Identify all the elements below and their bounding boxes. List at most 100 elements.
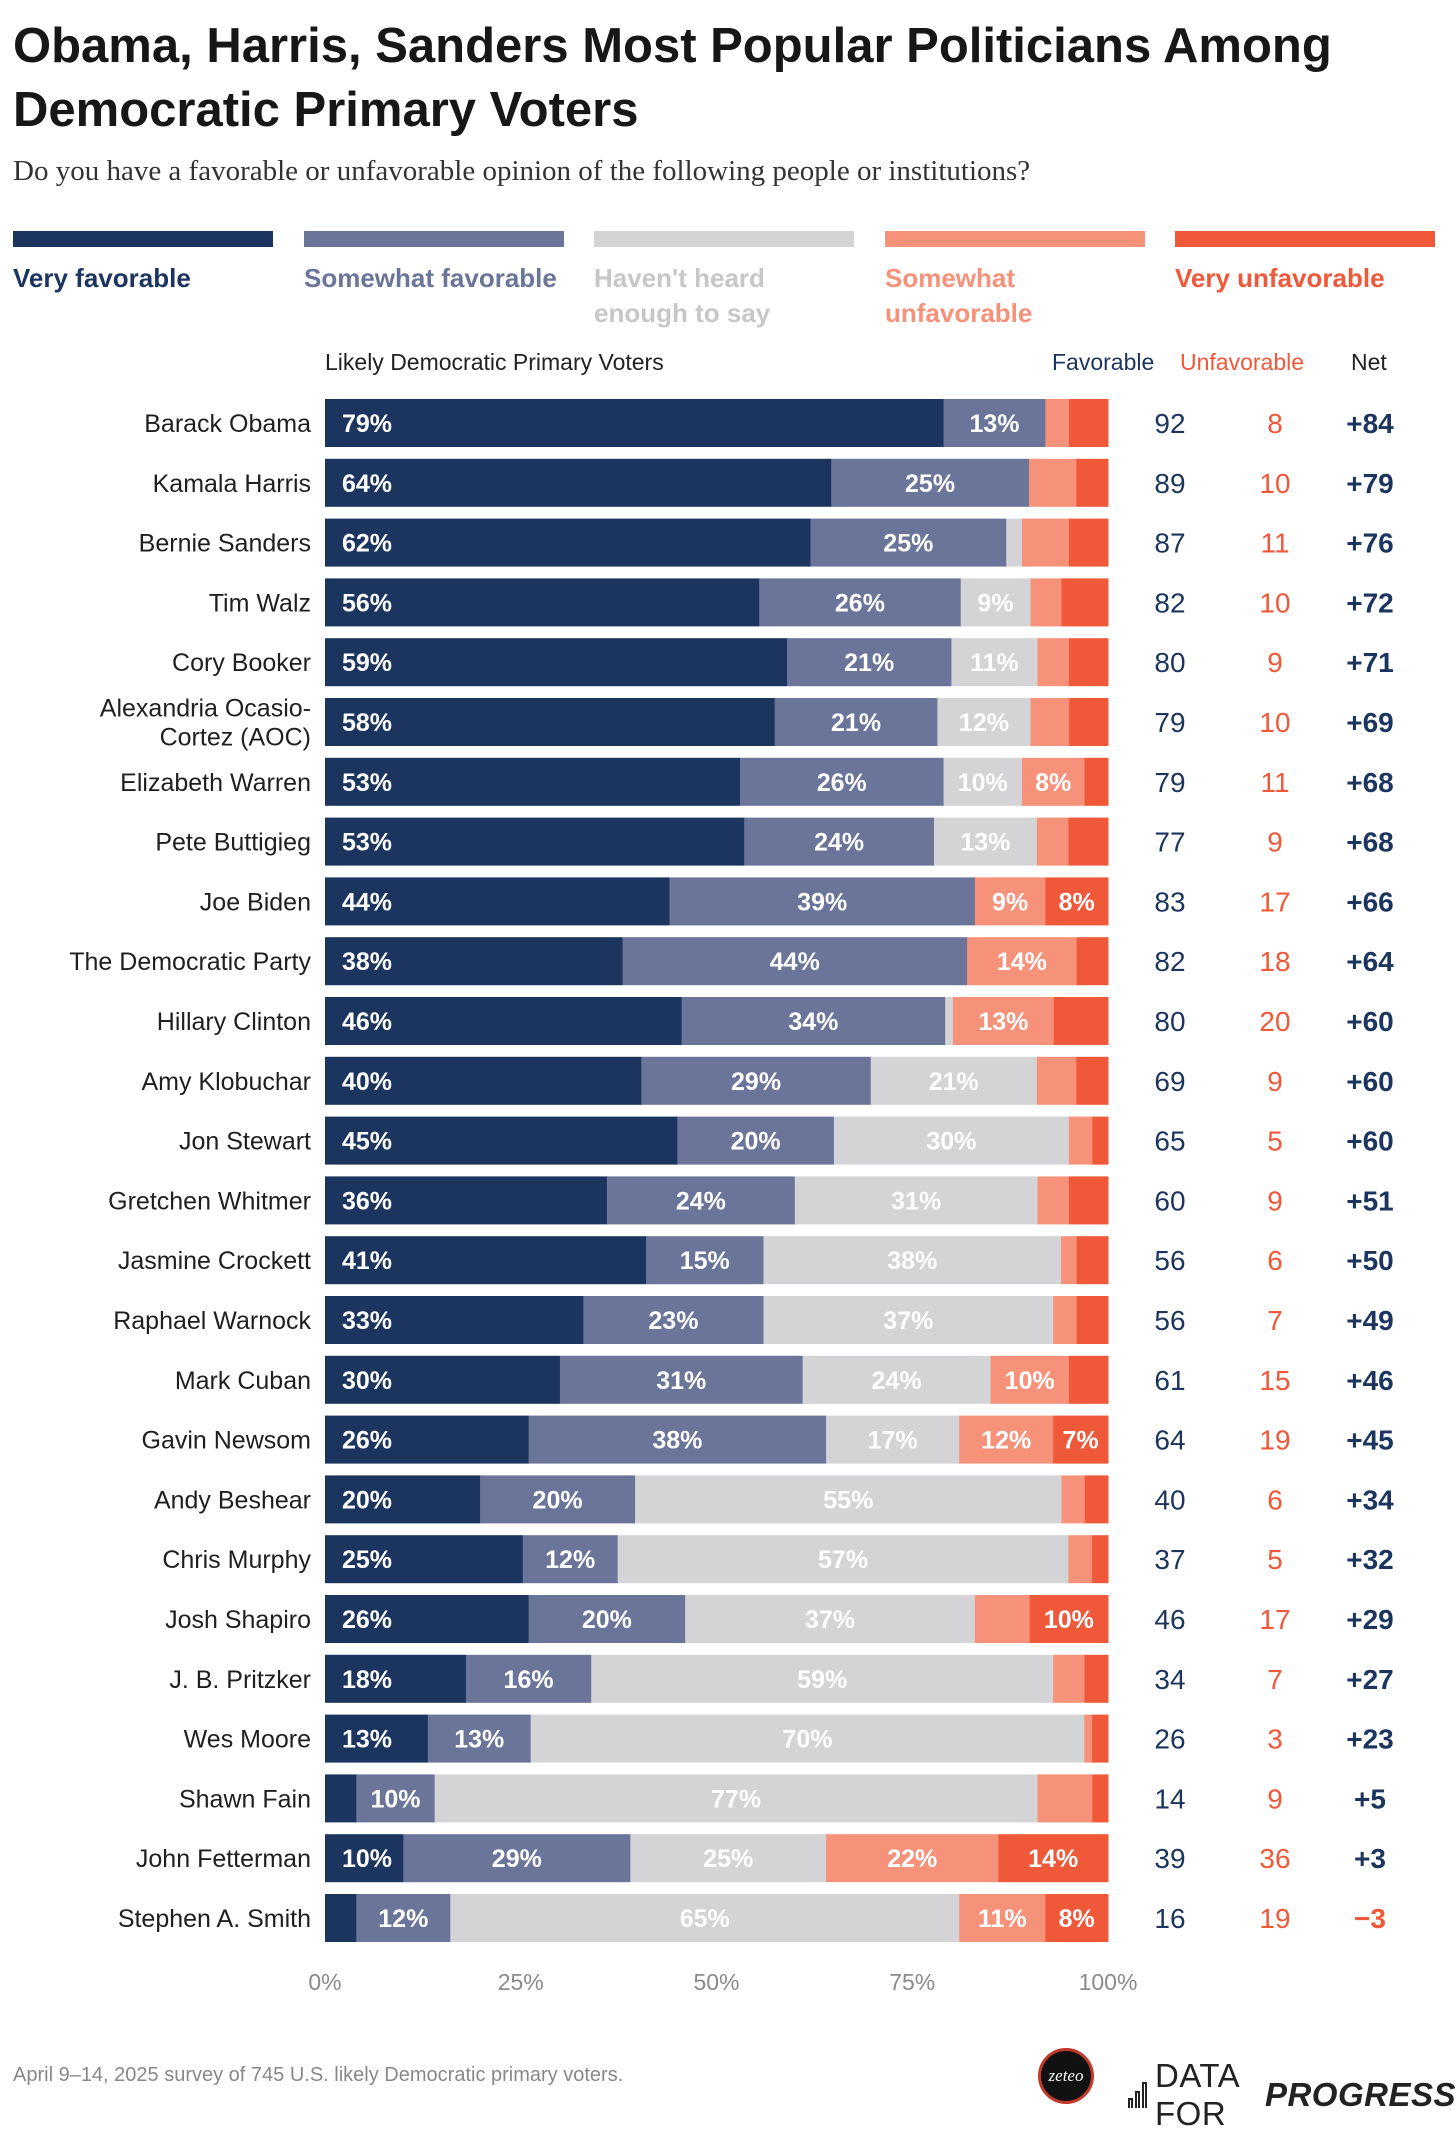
- data-label: 33%: [342, 1307, 392, 1335]
- bar-segment: [831, 458, 1030, 507]
- bar-segment: [959, 1894, 1046, 1942]
- bar-segment: [325, 458, 832, 507]
- data-label: 38%: [652, 1427, 702, 1455]
- bar-segment: [1053, 1654, 1086, 1703]
- bar-segment: [1068, 1355, 1109, 1404]
- bar-segment: [1069, 698, 1109, 746]
- unfavorable-value: 19: [1259, 1425, 1290, 1456]
- data-label: 13%: [960, 829, 1010, 857]
- bar-segment: [1037, 1774, 1093, 1823]
- favorable-value: 83: [1154, 886, 1185, 917]
- legend-label: Very favorable: [13, 263, 191, 293]
- bar-segment: [641, 1056, 872, 1105]
- row-label: Cortez (AOC): [160, 724, 311, 752]
- bar-segment: [325, 518, 811, 567]
- unfavorable-value: 7: [1267, 1664, 1283, 1695]
- bar-segment: [583, 1296, 764, 1344]
- x-tick-label: 50%: [693, 1969, 739, 1995]
- bar-segment: [325, 1236, 647, 1285]
- bar-segment: [677, 1116, 835, 1165]
- bar-segment: [802, 1355, 992, 1404]
- unfavorable-value: 17: [1259, 1604, 1290, 1635]
- data-label: 30%: [342, 1367, 392, 1395]
- bar-segment: [1084, 1714, 1093, 1763]
- unfavorable-value: 10: [1259, 468, 1290, 499]
- data-label: 37%: [805, 1606, 855, 1634]
- data-label: 59%: [797, 1666, 847, 1694]
- data-label: 39%: [797, 888, 847, 916]
- unfavorable-value: 10: [1259, 587, 1290, 618]
- data-label: 12%: [959, 709, 1009, 737]
- data-label: 56%: [342, 589, 392, 617]
- bar-segment: [951, 638, 1039, 687]
- favorable-value: 80: [1154, 1006, 1185, 1037]
- bar-segment: [427, 1714, 532, 1763]
- bar-segment: [1092, 1116, 1109, 1165]
- data-label: 70%: [782, 1726, 832, 1754]
- legend: Very favorable Somewhat favorable Haven'…: [13, 231, 1445, 328]
- data-label: 31%: [656, 1367, 706, 1395]
- dfp-logo-text: DATA FOR: [1155, 2057, 1239, 2132]
- bar-segment: [325, 1834, 404, 1883]
- bar-segment: [1061, 578, 1109, 627]
- net-value: +60: [1346, 1006, 1394, 1037]
- data-label: 38%: [887, 1247, 937, 1275]
- bar-row: 53% 24% 13% Pete Buttigieg 77 9 +68: [155, 817, 1394, 866]
- data-label: 16%: [504, 1666, 554, 1694]
- bar-segment: [1084, 1654, 1109, 1703]
- bar-segment: [325, 1296, 584, 1344]
- bar-chart-icon: [1128, 2082, 1147, 2108]
- footer-note: April 9–14, 2025 survey of 745 U.S. like…: [13, 2064, 624, 2086]
- bar-segment: [325, 399, 945, 447]
- row-label: Wes Moore: [184, 1726, 311, 1754]
- data-label: 10%: [958, 769, 1008, 797]
- bar-segment: [774, 698, 938, 746]
- bar-segment: [960, 578, 1031, 627]
- bar-segment: [1068, 638, 1109, 687]
- bar-segment: [763, 1236, 1062, 1285]
- bar-segment: [617, 1535, 1069, 1584]
- zeteo-logo-text: zeteo: [1048, 2066, 1084, 2085]
- legend-swatch: [1175, 231, 1435, 247]
- data-label: 26%: [342, 1427, 392, 1455]
- net-value: +71: [1346, 647, 1394, 678]
- row-label: J. B. Pritzker: [169, 1666, 311, 1694]
- row-label: John Fetterman: [136, 1845, 311, 1873]
- bar-segment: [465, 1654, 592, 1703]
- bar-segment: [630, 1834, 827, 1883]
- bar-segment: [356, 1894, 451, 1942]
- bar-row: 26% 20% 37% 10% Josh Shapiro 46 17 +29: [165, 1595, 1394, 1643]
- bar-segment: [325, 997, 683, 1045]
- row-label: Joe Biden: [200, 888, 311, 916]
- favorable-value: 40: [1154, 1484, 1185, 1515]
- bar-segment: [325, 1774, 357, 1823]
- bar-segment: [744, 817, 935, 866]
- unfavorable-column-header: Unfavorable: [1180, 349, 1305, 375]
- bar-row: 64% 25% Kamala Harris 89 10 +79: [153, 458, 1394, 507]
- net-value: +34: [1346, 1484, 1394, 1515]
- data-label: 30%: [926, 1128, 976, 1156]
- data-label: 15%: [680, 1247, 730, 1275]
- bar-segment: [325, 1654, 467, 1703]
- bar-segment: [325, 1595, 530, 1643]
- favorable-column-header: Favorable: [1052, 349, 1155, 375]
- row-label: Gretchen Whitmer: [108, 1187, 311, 1215]
- bar-row: 26% 38% 17% 12% 7% Gavin Newsom 64 19 +45: [142, 1415, 1394, 1464]
- bar-segment: [1084, 757, 1109, 806]
- bar-segment: [763, 1296, 1054, 1344]
- row-label: Andy Beshear: [154, 1486, 311, 1514]
- bar-row: 36% 24% 31% Gretchen Whitmer 60 9 +51: [108, 1176, 1394, 1225]
- unfavorable-value: 6: [1267, 1245, 1283, 1276]
- net-value: +66: [1346, 886, 1394, 917]
- data-label: 13%: [969, 410, 1019, 438]
- net-value: +23: [1346, 1724, 1394, 1755]
- bar-segment: [1006, 518, 1023, 567]
- data-label: 79%: [342, 410, 392, 438]
- bar-segment: [325, 1475, 481, 1524]
- bar-segment: [522, 1535, 619, 1584]
- bar-segment: [434, 1774, 1039, 1823]
- bar-segment: [1068, 1176, 1109, 1225]
- bar-segment: [325, 1056, 642, 1105]
- data-label: 53%: [342, 829, 392, 857]
- bar-segment: [635, 1475, 1062, 1524]
